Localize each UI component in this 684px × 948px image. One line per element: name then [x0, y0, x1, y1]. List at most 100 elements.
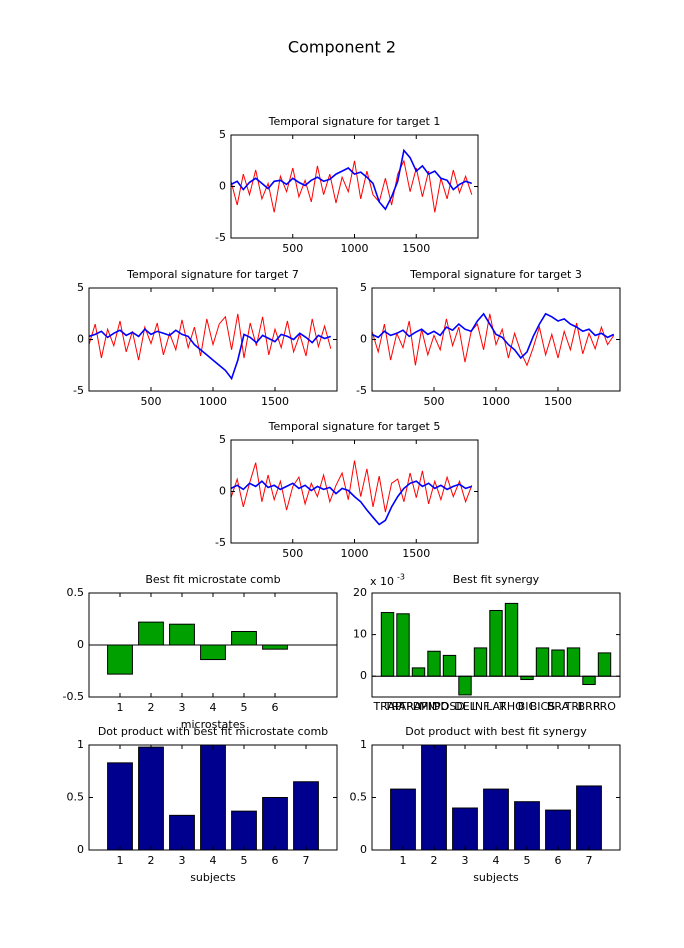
x-tick-label: 500: [424, 395, 445, 408]
axes: Temporal signature for target 5 -5 0 5 500 10…: [215, 420, 479, 560]
y-tick-label: -0.5: [63, 690, 84, 703]
axes: Best fit synergy TRAPTRAPDTRAPMMIDDPOSDDE…: [353, 573, 621, 713]
y-tick-label: 0: [360, 669, 367, 682]
axes-title: Temporal signature for target 7: [126, 268, 299, 281]
x-tick-label: 1: [400, 854, 407, 867]
bar: [582, 675, 596, 686]
x-tick-label: 1500: [402, 242, 430, 255]
axes-frame: [230, 439, 479, 544]
x-tick-label: RHO: [499, 700, 524, 713]
x-tick-label: PRO: [593, 700, 616, 713]
x-tick-label: 1000: [199, 395, 227, 408]
y-tick-label: 5: [77, 281, 84, 294]
x-tick-label: BICS: [530, 700, 555, 713]
x-tick-label: INF: [472, 700, 490, 713]
y-tick-label: 1: [77, 738, 84, 751]
bar: [138, 621, 164, 646]
x-tick-label: 7: [586, 854, 593, 867]
x-tick-label: 5: [241, 701, 248, 714]
x-tick-label: 1000: [482, 395, 510, 408]
x-tick-label: 6: [555, 854, 562, 867]
x-tick-label: 4: [493, 854, 500, 867]
signal-line: [231, 480, 473, 526]
y-tick-label: -5: [356, 384, 367, 397]
x-tick-label: MIDD: [419, 700, 449, 713]
x-axis-label: microstates: [181, 718, 246, 731]
x-tick-label: 3: [179, 854, 186, 867]
x-tick-label: 5: [241, 854, 248, 867]
x-tick-label: 500: [282, 242, 303, 255]
axes: Dot product with best fit microstate com…: [67, 725, 338, 884]
axes-title: Temporal signature for target 3: [409, 268, 582, 281]
signal-line: [89, 313, 332, 361]
x-tick-label: 4: [210, 701, 217, 714]
x-tick-label: TRAPM: [399, 700, 438, 713]
bar: [473, 647, 488, 677]
x-tick-label: LAT: [486, 700, 506, 713]
plot-content: [390, 745, 602, 850]
x-tick-label: POSD: [434, 700, 465, 713]
plot-area: [231, 135, 478, 238]
x-axis-label: subjects: [473, 871, 519, 884]
axes-title: Dot product with best fit synergy: [405, 725, 587, 738]
bar: [169, 623, 195, 646]
x-tick-label: 1: [117, 854, 124, 867]
plot-content: [231, 148, 473, 213]
x-tick-label: 500: [282, 547, 303, 560]
bar: [396, 613, 410, 677]
x-tick-label: 7: [303, 854, 310, 867]
y-tick-label: 0.5: [67, 586, 85, 599]
axes-frame: [371, 744, 621, 851]
bar: [169, 814, 195, 850]
axes-frame: [371, 287, 621, 392]
x-tick-label: 2: [148, 701, 155, 714]
x-tick-label: 1500: [261, 395, 289, 408]
x-tick-label: 6: [272, 701, 279, 714]
bar: [551, 649, 565, 677]
plot-area: [372, 288, 620, 391]
signal-line: [89, 328, 332, 381]
x-tick-label: 1000: [341, 547, 369, 560]
y-tick-label: 0: [360, 333, 367, 346]
x-tick-label: TRAP: [372, 700, 401, 713]
x-tick-label: 1000: [341, 242, 369, 255]
bar: [390, 788, 416, 850]
y-tick-label: 0.5: [350, 791, 368, 804]
x-tick-label: 1500: [402, 547, 430, 560]
bar: [452, 807, 478, 850]
plot-content: [89, 313, 332, 381]
x-tick-label: 3: [462, 854, 469, 867]
bar: [483, 788, 509, 850]
axes-title: Temporal signature for target 1: [268, 115, 441, 128]
axes: Dot product with best fit synergy 0 0.5 1 1 2…: [350, 725, 621, 884]
x-tick-label: 500: [141, 395, 162, 408]
axes: Temporal signature for target 1 -5 0 5 500 10…: [215, 115, 479, 255]
y-tick-label: 0: [77, 333, 84, 346]
y-tick-label: 5: [219, 128, 226, 141]
axes: Temporal signature for target 3 -5 0 5 500 10…: [356, 268, 621, 408]
plot-content: [107, 745, 319, 850]
y-tick-label: 5: [360, 281, 367, 294]
bar: [107, 762, 133, 850]
bar: [458, 675, 472, 696]
x-tick-label: BIC: [518, 700, 537, 713]
plot-area: [89, 288, 337, 391]
x-tick-label: 2: [148, 854, 155, 867]
y-tick-label: 1: [360, 738, 367, 751]
bar: [200, 745, 226, 850]
x-tick-label: DEL: [454, 700, 476, 713]
axes-frame: [88, 744, 338, 851]
signal-line: [372, 312, 615, 360]
bar: [566, 647, 581, 677]
signal-line: [231, 148, 473, 211]
y-multiplier: x 10: [370, 575, 394, 588]
axes: Temporal signature for target 7 -5 0 5 500 10…: [73, 268, 338, 408]
bar: [576, 785, 602, 850]
y-tick-label: 0: [77, 843, 84, 856]
signal-line: [231, 159, 473, 213]
bar: [489, 609, 503, 677]
y-tick-label: 0: [219, 485, 226, 498]
bar: [380, 612, 395, 677]
y-tick-label: -5: [73, 384, 84, 397]
